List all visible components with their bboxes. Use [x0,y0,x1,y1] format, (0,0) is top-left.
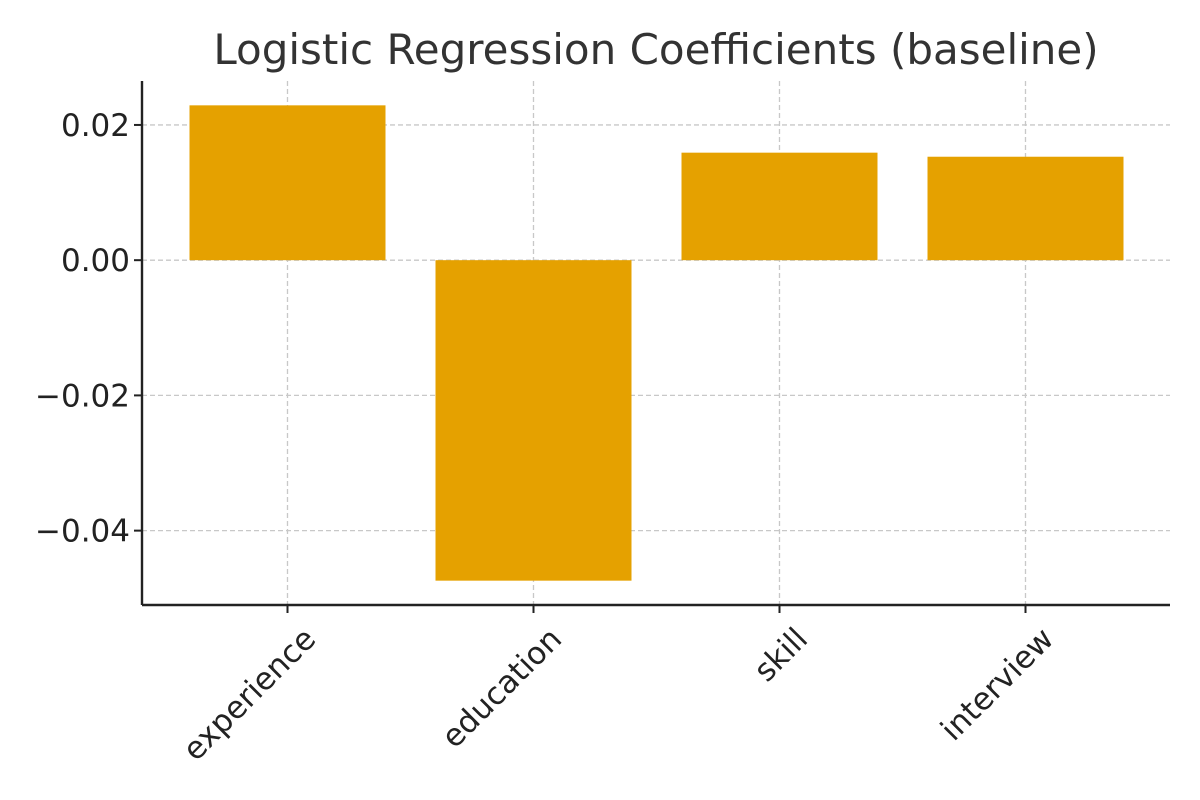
y-tick-label: 0.00 [61,243,130,279]
x-tick-label: education [435,621,569,755]
bar-skill [681,152,878,261]
bar-experience [189,105,386,261]
bar-interview [927,156,1124,261]
x-axis-ticks: experience education skill interview [176,605,1061,768]
y-tick-label: −0.02 [35,378,130,414]
chart-title: Logistic Regression Coefficients (baseli… [213,25,1098,74]
x-tick-label: interview [934,621,1061,748]
y-tick-label: −0.04 [35,514,130,550]
x-tick-label: experience [176,621,323,768]
bar-education [435,260,632,581]
axes [140,81,1170,607]
y-axis-ticks: 0.02 0.00 −0.02 −0.04 [35,108,142,550]
y-tick-label: 0.02 [61,108,130,144]
bars [189,105,1124,581]
x-tick-label: skill [747,621,815,689]
